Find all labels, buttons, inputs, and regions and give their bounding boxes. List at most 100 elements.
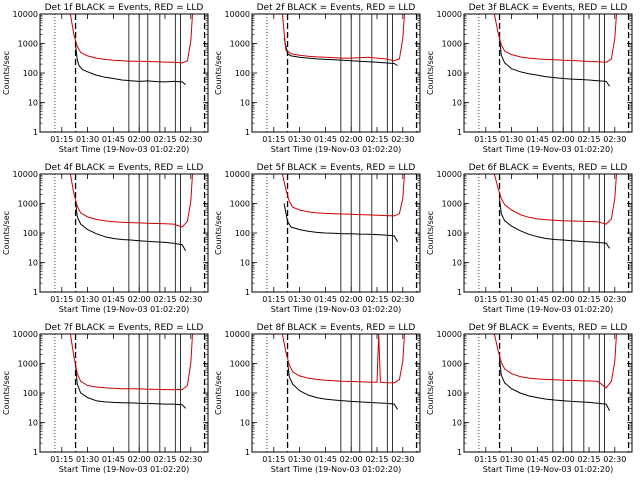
plot-frame	[251, 13, 421, 133]
detector-panel-3: Det 3f BLACK = Events, RED = LLD Counts/s…	[426, 3, 633, 154]
x-tick-label: 02:15	[365, 135, 388, 144]
x-tick-label: 01:45	[314, 135, 337, 144]
x-tick-label: 02:30	[391, 295, 414, 304]
x-tick-label: 01:30	[76, 295, 99, 304]
panel-title: Det 9f BLACK = Events, RED = LLD	[469, 323, 628, 333]
y-tick-label: 10000	[13, 330, 38, 339]
x-tick-label: 02:30	[179, 455, 202, 464]
events-series-line	[75, 44, 186, 86]
y-tick-label: 10	[28, 99, 38, 108]
y-tick-label: 1000	[442, 200, 462, 209]
x-axis-label: Start Time (19-Nov-03 01:02:20)	[483, 465, 613, 474]
y-tick-label: 1000	[230, 40, 250, 49]
events-series-line	[499, 198, 611, 249]
lld-series-line	[281, 14, 405, 62]
events-series-line	[283, 38, 398, 66]
x-axis-label: Start Time (19-Nov-03 01:02:20)	[483, 305, 613, 314]
x-axis-label: Start Time (19-Nov-03 01:02:20)	[59, 305, 189, 314]
panel-title: Det 8f BLACK = Events, RED = LLD	[257, 323, 416, 333]
lld-series-line	[493, 174, 617, 225]
y-tick-label: 10000	[437, 170, 462, 179]
lld-series-line	[493, 334, 617, 389]
y-tick-label: 1	[245, 128, 250, 137]
x-tick-label: 02:30	[603, 455, 626, 464]
y-tick-label: 10000	[225, 10, 250, 19]
y-tick-label: 10	[240, 419, 250, 428]
x-tick-label: 02:30	[391, 135, 414, 144]
x-tick-label: 01:30	[288, 295, 311, 304]
y-axis-label: Counts/sec	[214, 51, 223, 95]
panel-title: Det 4f BLACK = Events, RED = LLD	[45, 163, 204, 173]
x-tick-label: 02:00	[552, 455, 575, 464]
x-tick-label: 02:00	[552, 295, 575, 304]
x-tick-label: 02:00	[340, 135, 363, 144]
x-tick-label: 01:15	[50, 135, 73, 144]
x-axis-label: Start Time (19-Nov-03 01:02:20)	[59, 465, 189, 474]
y-tick-label: 100	[235, 229, 250, 238]
y-tick-label: 1	[33, 288, 38, 297]
y-tick-label: 1000	[18, 360, 38, 369]
x-tick-label: 01:30	[500, 455, 523, 464]
y-tick-label: 10	[452, 99, 462, 108]
x-tick-label: 01:45	[526, 295, 549, 304]
y-tick-label: 1000	[230, 360, 250, 369]
x-tick-label: 02:30	[603, 135, 626, 144]
y-tick-label: 100	[235, 69, 250, 78]
x-tick-label: 02:15	[153, 455, 176, 464]
x-tick-label: 02:00	[552, 135, 575, 144]
y-tick-label: 1	[33, 448, 38, 457]
y-axis-label: Counts/sec	[426, 211, 435, 255]
x-tick-label: 01:45	[314, 455, 337, 464]
lld-series-line	[281, 174, 405, 217]
detector-panel-5: Det 5f BLACK = Events, RED = LLD Counts/s…	[214, 163, 421, 314]
events-series-line	[499, 358, 611, 412]
x-tick-label: 01:30	[500, 135, 523, 144]
x-tick-label: 02:15	[577, 295, 600, 304]
panel-title: Det 5f BLACK = Events, RED = LLD	[257, 163, 416, 173]
y-tick-label: 1000	[230, 200, 250, 209]
x-tick-label: 01:15	[262, 455, 285, 464]
y-tick-label: 100	[447, 69, 462, 78]
x-tick-label: 02:15	[577, 135, 600, 144]
y-axis-label: Counts/sec	[2, 211, 11, 255]
y-tick-label: 10	[452, 419, 462, 428]
detector-panel-6: Det 6f BLACK = Events, RED = LLD Counts/s…	[426, 163, 633, 314]
events-series-line	[75, 201, 187, 252]
x-tick-label: 01:15	[474, 135, 497, 144]
x-tick-label: 01:45	[102, 135, 125, 144]
detector-panel-1: Det 1f BLACK = Events, RED = LLD Counts/s…	[2, 3, 209, 154]
lld-series-line	[69, 174, 193, 228]
detector-panel-4: Det 4f BLACK = Events, RED = LLD Counts/s…	[2, 163, 209, 314]
x-tick-label: 01:45	[102, 455, 125, 464]
y-tick-label: 1	[457, 128, 462, 137]
plot-frame	[463, 333, 633, 453]
lld-series-line	[281, 334, 405, 384]
y-tick-label: 1000	[442, 40, 462, 49]
x-tick-label: 02:15	[365, 295, 388, 304]
y-tick-label: 1000	[18, 40, 38, 49]
y-tick-label: 10	[452, 259, 462, 268]
events-series-line	[75, 364, 186, 409]
x-tick-label: 02:15	[365, 455, 388, 464]
x-tick-label: 02:15	[153, 135, 176, 144]
y-tick-label: 10000	[225, 330, 250, 339]
x-tick-label: 02:15	[153, 295, 176, 304]
y-tick-label: 10	[240, 259, 250, 268]
plot-frame	[251, 333, 421, 453]
y-tick-label: 10000	[437, 330, 462, 339]
x-tick-label: 02:00	[128, 455, 151, 464]
y-tick-label: 1	[245, 448, 250, 457]
x-tick-label: 02:00	[128, 295, 151, 304]
x-tick-label: 02:30	[391, 455, 414, 464]
detector-panel-2: Det 2f BLACK = Events, RED = LLD Counts/s…	[214, 3, 421, 154]
plot-frame	[463, 173, 633, 293]
x-tick-label: 01:30	[288, 455, 311, 464]
y-tick-label: 10000	[225, 170, 250, 179]
x-tick-label: 01:45	[102, 295, 125, 304]
x-axis-label: Start Time (19-Nov-03 01:02:20)	[59, 145, 189, 154]
x-tick-label: 02:30	[603, 295, 626, 304]
panel-title: Det 3f BLACK = Events, RED = LLD	[469, 3, 628, 13]
y-axis-label: Counts/sec	[214, 371, 223, 415]
y-axis-label: Counts/sec	[426, 371, 435, 415]
